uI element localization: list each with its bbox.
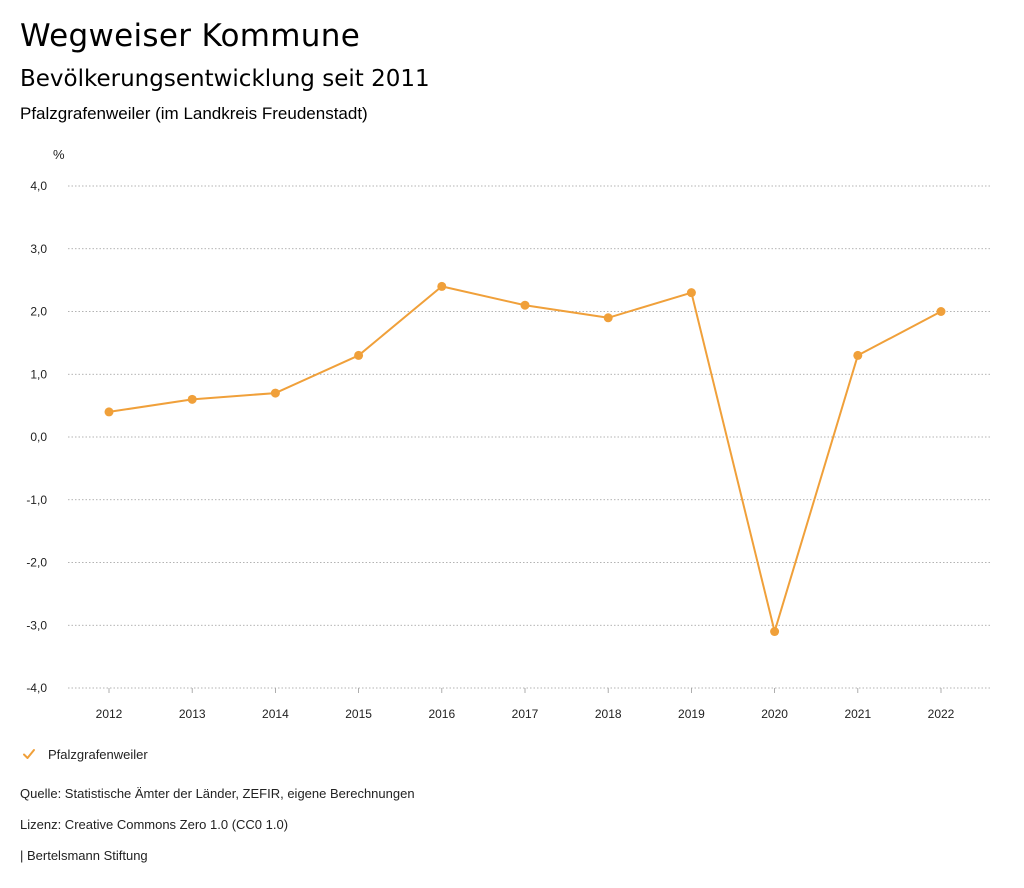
publisher-note: | Bertelsmann Stiftung [20,848,148,863]
data-point [603,313,613,323]
chart-subtitle: Bevölkerungsentwicklung seit 2011 [20,66,430,92]
series-line [108,285,942,633]
y-tick-label: -4,0 [26,681,47,695]
data-point [437,281,447,291]
y-axis-unit: % [53,147,65,162]
legend-label: Pfalzgrafenweiler [48,746,148,762]
check-icon [23,749,35,759]
y-tick-label: 0,0 [30,430,47,444]
y-tick-label: 1,0 [30,367,47,381]
x-tick-label: 2021 [844,707,871,721]
x-tick-label: 2017 [512,707,539,721]
x-tick-label: 2018 [595,707,622,721]
x-tick-label: 2019 [678,707,705,721]
x-tick-label: 2012 [96,707,123,721]
x-tick-label: 2015 [345,707,372,721]
x-tick-label: 2014 [262,707,289,721]
y-tick-label: 2,0 [30,305,47,319]
data-point [187,394,197,404]
region-label: Pfalzgrafenweiler (im Landkreis Freudens… [20,104,368,123]
line-chart: % 4,0 3,0 2,0 1,0 0,0 -1,0 -2,0 -3,0 -4,0 2012 2013… [26,147,990,721]
x-tick-label: 2020 [761,707,788,721]
data-point [520,300,530,310]
y-tick-label: -1,0 [26,493,47,507]
data-point [354,350,364,360]
x-tick-label: 2016 [428,707,455,721]
data-point [104,407,114,417]
license-note: Lizenz: Creative Commons Zero 1.0 (CC0 1… [20,817,289,832]
data-point [686,288,696,298]
x-tick-label: 2022 [928,707,955,721]
x-tick-label: 2013 [179,707,206,721]
page-title: Wegweiser Kommune [20,18,361,54]
data-point [936,307,946,316]
y-tick-label: -2,0 [26,556,47,570]
data-point [853,350,863,360]
chart-legend[interactable]: Pfalzgrafenweiler [22,744,148,764]
y-tick-label: -3,0 [26,618,47,632]
data-point [770,627,780,637]
source-note: Quelle: Statistische Ämter der Länder, Z… [20,786,415,801]
data-point [270,388,280,398]
y-tick-label: 3,0 [30,242,47,256]
y-tick-label: 4,0 [30,179,47,193]
